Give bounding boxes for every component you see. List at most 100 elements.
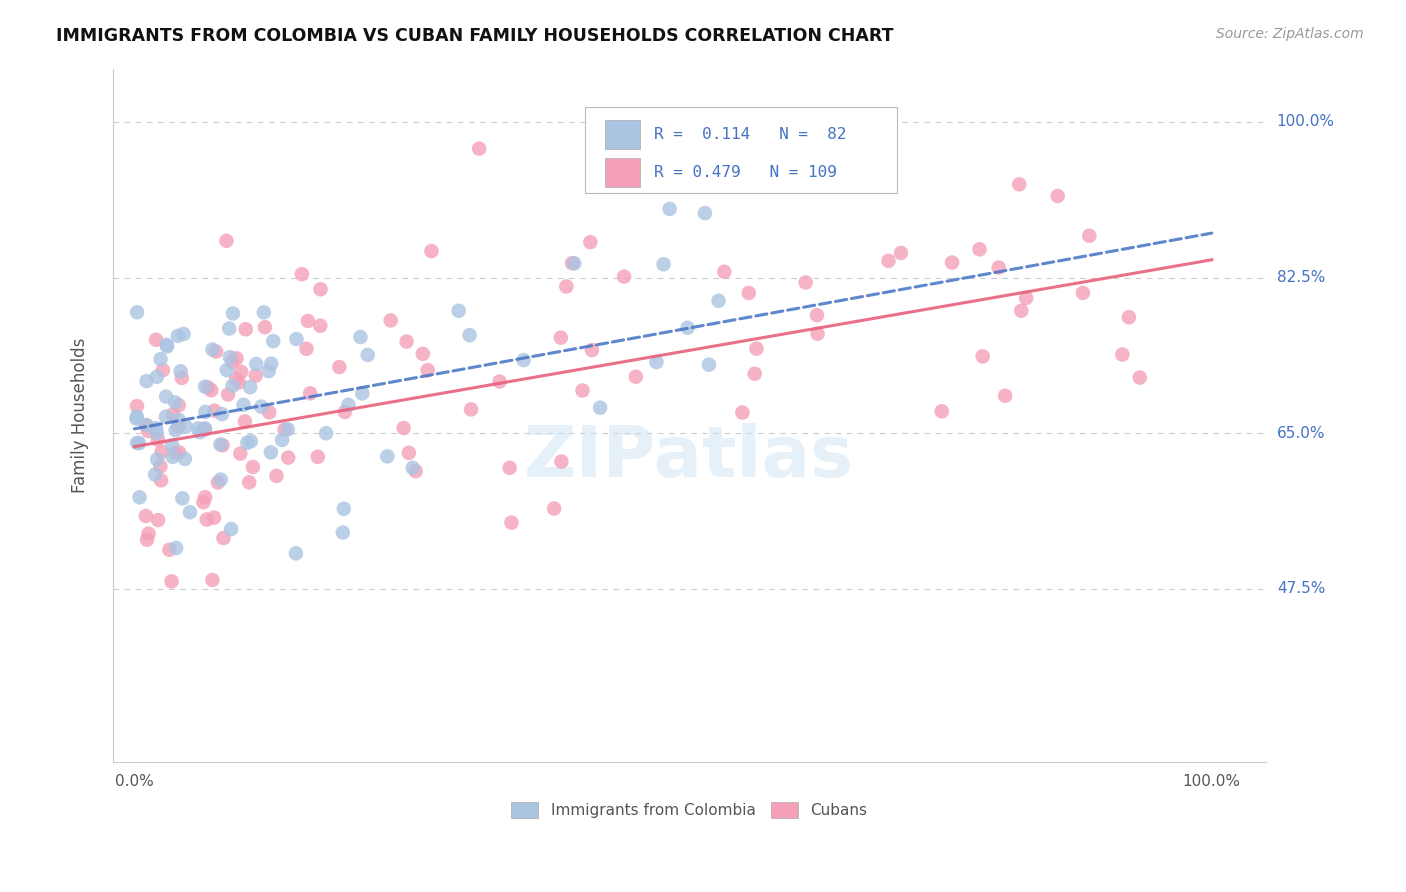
Point xyxy=(215,234,238,248)
Text: 82.5%: 82.5% xyxy=(1277,270,1324,285)
Point xyxy=(201,573,224,587)
Point xyxy=(150,445,173,459)
Point xyxy=(731,405,754,419)
Text: 65.0%: 65.0% xyxy=(1277,425,1326,441)
Point xyxy=(209,473,232,487)
Point xyxy=(420,244,443,259)
Point xyxy=(212,531,235,545)
Point xyxy=(460,402,482,417)
Point xyxy=(219,522,242,536)
Point xyxy=(262,334,284,348)
Point xyxy=(579,235,602,249)
Point xyxy=(624,369,647,384)
Point xyxy=(652,257,675,271)
Point xyxy=(211,438,233,452)
Point xyxy=(157,542,180,557)
Point xyxy=(260,445,283,459)
Point xyxy=(297,314,319,328)
Point xyxy=(1129,370,1152,384)
Point xyxy=(806,326,828,341)
Point xyxy=(235,322,257,336)
Point xyxy=(266,468,288,483)
Point xyxy=(145,333,167,347)
Point xyxy=(395,334,418,349)
Point xyxy=(676,320,699,334)
Point xyxy=(969,243,991,257)
Point xyxy=(146,426,169,441)
Point xyxy=(1046,189,1069,203)
Point xyxy=(488,375,510,389)
Point xyxy=(187,421,209,435)
Point xyxy=(231,365,253,379)
Point xyxy=(405,464,427,478)
Point xyxy=(307,450,329,464)
Point xyxy=(877,253,900,268)
Point xyxy=(285,332,308,346)
Point xyxy=(236,435,259,450)
Point xyxy=(202,510,225,524)
Point xyxy=(136,533,159,547)
Point xyxy=(357,348,380,362)
Point xyxy=(398,446,420,460)
Point xyxy=(239,434,262,449)
Point xyxy=(693,206,716,220)
Point xyxy=(146,369,169,384)
Point xyxy=(468,142,491,156)
Point xyxy=(194,421,217,435)
Point xyxy=(238,475,260,490)
Point xyxy=(550,454,572,468)
Point xyxy=(309,318,332,333)
Point xyxy=(458,328,481,343)
Point xyxy=(135,418,157,433)
Point xyxy=(416,363,439,377)
Point xyxy=(165,423,187,437)
Point xyxy=(167,419,190,434)
Point xyxy=(155,338,177,352)
Point xyxy=(194,380,217,394)
Point xyxy=(738,285,761,300)
Point xyxy=(315,426,337,441)
Point xyxy=(543,501,565,516)
Point xyxy=(201,343,224,357)
Point xyxy=(225,351,247,366)
Point xyxy=(194,423,217,437)
Point xyxy=(260,357,283,371)
Point xyxy=(167,412,190,426)
Point xyxy=(135,418,157,433)
Point xyxy=(501,516,523,530)
Point xyxy=(994,389,1017,403)
Text: Source: ZipAtlas.com: Source: ZipAtlas.com xyxy=(1216,27,1364,41)
Point xyxy=(197,380,219,394)
Point xyxy=(233,414,256,428)
Point xyxy=(167,328,190,343)
Point xyxy=(713,265,735,279)
Point xyxy=(232,398,254,412)
Point xyxy=(333,405,356,419)
Point xyxy=(447,303,470,318)
Point xyxy=(174,419,197,434)
Point xyxy=(225,372,247,386)
Point xyxy=(987,260,1010,275)
Point xyxy=(221,379,243,393)
Point xyxy=(333,501,356,516)
Point xyxy=(162,450,184,464)
Point xyxy=(658,202,681,216)
Point xyxy=(271,433,294,447)
Point xyxy=(337,398,360,412)
Point xyxy=(1071,285,1094,300)
Point xyxy=(125,399,148,413)
Point xyxy=(169,364,191,378)
FancyBboxPatch shape xyxy=(585,107,897,194)
Point xyxy=(245,357,267,371)
Point xyxy=(127,305,149,319)
Point xyxy=(707,293,730,308)
Point xyxy=(561,256,583,270)
Point xyxy=(149,459,172,474)
Point xyxy=(697,358,720,372)
Point xyxy=(259,405,281,419)
Point xyxy=(136,424,159,438)
Point xyxy=(155,409,177,424)
Point xyxy=(125,409,148,424)
Point xyxy=(589,401,612,415)
Point xyxy=(145,421,167,435)
